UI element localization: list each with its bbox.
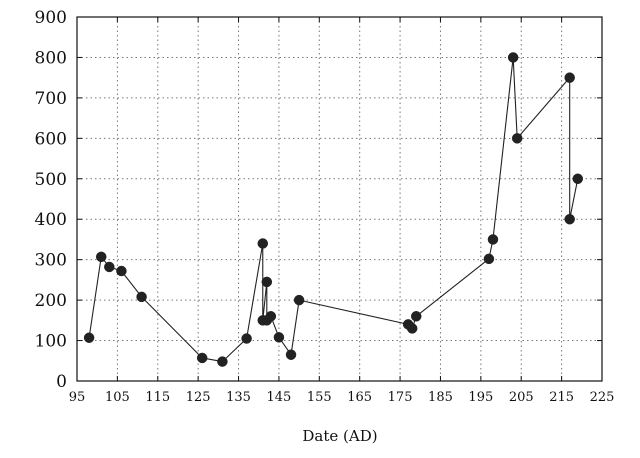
data-point [511,133,523,144]
data-point [217,356,228,367]
y-tick-label: 900 [35,8,67,28]
data-point [136,291,147,303]
x-tick-label: 175 [388,390,413,405]
x-tick-label: 145 [267,390,292,405]
y-tick-label: 0 [56,372,67,392]
x-tick-label: 185 [428,390,453,405]
x-axis-tick-labels: 95 105 115 125 135 145 155 165 175 185 195 205 215 22… [69,390,615,405]
data-point [261,276,273,288]
grid-lines [77,17,602,381]
y-tick-label: 700 [35,89,67,109]
data-point [406,323,418,334]
data-point [196,352,208,364]
x-tick-label: 155 [307,390,332,405]
plot-frame [76,16,603,382]
x-tick-label: 115 [145,390,170,405]
x-tick-label: 165 [347,390,372,405]
x-axis-label: Date (AD) [302,427,377,445]
data-point [507,52,519,63]
y-tick-label: 500 [35,170,67,190]
x-tick-label: 125 [186,390,211,405]
data-point [564,213,575,225]
series-markers [83,52,584,367]
x-tick-label: 225 [590,390,615,405]
data-point [487,234,499,245]
data-point [241,333,252,344]
series-line [88,56,579,363]
data-point [483,253,495,265]
y-tick-label: 800 [35,48,67,68]
data-point [116,265,127,277]
data-point [257,238,269,249]
y-tick-label: 100 [35,332,67,352]
data-point [410,311,422,322]
y-tick-label: 400 [35,210,67,230]
x-tick-label: 135 [226,390,251,405]
x-tick-label: 95 [69,390,86,405]
x-tick-label: 105 [105,390,130,405]
y-tick-label: 600 [35,129,67,149]
data-point [95,251,107,263]
y-tick-label: 200 [35,291,67,311]
x-tick-label: 215 [549,390,574,405]
data-point [83,332,95,343]
data-point [285,349,297,360]
x-tick-label: 205 [509,390,534,405]
data-point [273,332,285,343]
data-point [265,311,277,322]
data-point [564,72,575,83]
data-point [572,173,584,185]
axes [76,16,603,382]
y-axis-tick-labels: 0 100 200 300 400 500 600 700 800 900 [35,8,67,392]
x-tick-label: 195 [468,390,493,405]
y-tick-label: 300 [35,251,67,271]
data-line [88,56,579,363]
data-point [104,261,115,273]
data-point [293,294,305,306]
